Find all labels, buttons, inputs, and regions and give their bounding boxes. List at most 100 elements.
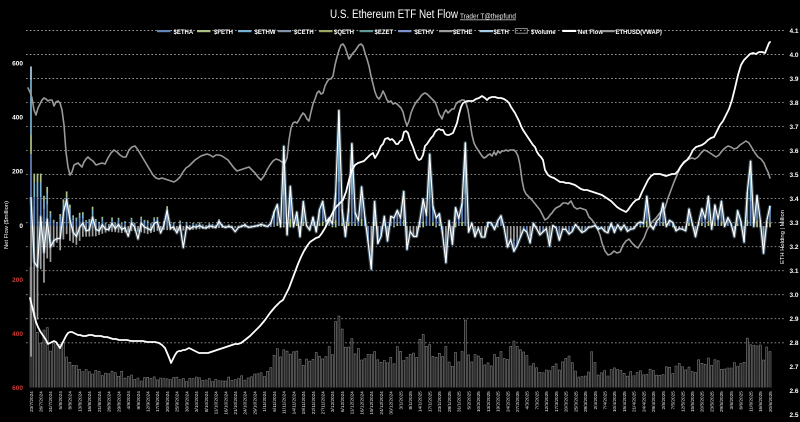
svg-text:600: 600: [12, 385, 23, 392]
svg-text:29/10/2024: 29/10/2024: [252, 391, 257, 415]
svg-text:7/5/2025: 7/5/2025: [671, 391, 676, 410]
svg-text:3/10/2024: 3/10/2024: [194, 391, 199, 412]
svg-text:19/11/2024: 19/11/2024: [301, 391, 306, 415]
svg-text:3.7: 3.7: [790, 124, 799, 131]
svg-text:23/1/2025: 23/1/2025: [437, 391, 442, 412]
svg-text:30/12/2024: 30/12/2024: [389, 391, 394, 415]
svg-text:13/2/2025: 13/2/2025: [486, 391, 491, 412]
svg-text:24/10/2024: 24/10/2024: [243, 391, 248, 415]
svg-text:9/9/2024: 9/9/2024: [136, 391, 141, 410]
svg-text:$ETHW: $ETHW: [255, 30, 276, 36]
svg-text:2.9: 2.9: [790, 316, 799, 323]
svg-text:16/8/2024: 16/8/2024: [87, 391, 92, 412]
svg-text:$ETHA: $ETHA: [174, 30, 194, 36]
svg-text:Net Flow ($million): Net Flow ($million): [4, 201, 10, 249]
svg-text:12/5/2025: 12/5/2025: [680, 391, 685, 412]
svg-text:3.5: 3.5: [790, 172, 799, 179]
svg-text:3.8: 3.8: [790, 100, 799, 107]
svg-text:11/11/2024: 11/11/2024: [282, 391, 287, 414]
svg-text:2.8: 2.8: [790, 340, 799, 347]
svg-text:4/3/2025: 4/3/2025: [525, 391, 530, 410]
svg-text:2.5: 2.5: [790, 412, 799, 419]
svg-text:3.1: 3.1: [790, 268, 799, 275]
svg-text:2/5/2025: 2/5/2025: [661, 391, 666, 410]
svg-text:21/8/2024: 21/8/2024: [97, 391, 102, 412]
svg-text:6/11/2024: 6/11/2024: [272, 391, 277, 412]
svg-text:26/7/2024: 26/7/2024: [39, 391, 44, 412]
svg-text:2.7: 2.7: [790, 364, 799, 371]
svg-text:15/4/2025: 15/4/2025: [622, 391, 627, 412]
svg-text:2.6: 2.6: [790, 388, 799, 395]
svg-text:20/3/2025: 20/3/2025: [564, 391, 569, 412]
svg-text:27/11/2024: 27/11/2024: [321, 391, 326, 415]
svg-text:200: 200: [12, 168, 23, 175]
svg-text:600: 600: [12, 60, 23, 67]
svg-text:$ETHE: $ETHE: [453, 30, 472, 36]
svg-text:23/7/2024: 23/7/2024: [29, 391, 34, 412]
svg-text:21/4/2025: 21/4/2025: [632, 391, 637, 412]
svg-text:17/9/2024: 17/9/2024: [155, 391, 160, 412]
svg-text:ETHUSD(VWAP): ETHUSD(VWAP): [616, 30, 662, 36]
svg-text:200: 200: [12, 277, 23, 284]
svg-text:3.4: 3.4: [790, 196, 799, 203]
svg-text:14/1/2025: 14/1/2025: [418, 391, 423, 412]
svg-text:ETH Holding | Million: ETH Holding | Million: [780, 210, 786, 264]
svg-text:4/9/2024: 4/9/2024: [126, 391, 131, 410]
svg-text:7/3/2025: 7/3/2025: [534, 391, 539, 410]
svg-text:$FETH: $FETH: [214, 30, 233, 36]
svg-text:400: 400: [12, 331, 23, 338]
svg-text:U.S. Ethereum ETF Net Flow: U.S. Ethereum ETF Net Flow: [330, 7, 458, 21]
svg-text:27/2/2025: 27/2/2025: [515, 391, 520, 412]
svg-text:$CETH: $CETH: [294, 30, 314, 36]
svg-text:3.2: 3.2: [790, 244, 799, 251]
svg-text:28/1/2025: 28/1/2025: [447, 391, 452, 412]
svg-text:14/11/2024: 14/11/2024: [291, 391, 296, 415]
svg-text:31/7/2024: 31/7/2024: [48, 391, 53, 412]
svg-text:8/1/2025: 8/1/2025: [408, 391, 413, 410]
svg-text:3/12/2024: 3/12/2024: [330, 391, 335, 412]
svg-text:10/4/2025: 10/4/2025: [612, 391, 617, 412]
svg-text:21/10/2024: 21/10/2024: [233, 391, 238, 415]
svg-text:8/8/2024: 8/8/2024: [68, 391, 73, 410]
svg-text:6/12/2024: 6/12/2024: [340, 391, 345, 412]
svg-text:12/3/2025: 12/3/2025: [544, 391, 549, 412]
svg-text:31/1/2025: 31/1/2025: [457, 391, 462, 412]
svg-text:3/1/2025: 3/1/2025: [398, 391, 403, 410]
svg-text:16/12/2024: 16/12/2024: [359, 391, 364, 415]
svg-text:3/6/2025: 3/6/2025: [729, 391, 734, 410]
svg-text:5/2/2025: 5/2/2025: [466, 391, 471, 410]
svg-text:16/6/2025: 16/6/2025: [758, 391, 763, 412]
svg-text:16/10/2024: 16/10/2024: [223, 391, 228, 415]
svg-text:22/11/2024: 22/11/2024: [311, 391, 316, 415]
svg-text:0: 0: [19, 223, 23, 230]
svg-text:17/1/2025: 17/1/2025: [428, 391, 433, 412]
svg-text:3.6: 3.6: [790, 148, 799, 155]
svg-text:26/8/2024: 26/8/2024: [107, 391, 112, 412]
svg-text:11/10/2024: 11/10/2024: [214, 391, 219, 415]
svg-text:15/5/2025: 15/5/2025: [690, 391, 695, 412]
svg-text:13/8/2024: 13/8/2024: [77, 391, 82, 412]
svg-text:30/9/2024: 30/9/2024: [184, 391, 189, 412]
svg-text:$ETHV: $ETHV: [415, 30, 434, 36]
svg-text:8/10/2024: 8/10/2024: [204, 391, 209, 412]
svg-text:6/6/2025: 6/6/2025: [739, 391, 744, 410]
svg-text:24/2/2025: 24/2/2025: [505, 391, 510, 412]
svg-text:400: 400: [12, 114, 23, 121]
svg-text:1/11/2024: 1/11/2024: [262, 391, 267, 412]
svg-text:29/4/2025: 29/4/2025: [651, 391, 656, 412]
svg-text:19/2/2025: 19/2/2025: [496, 391, 501, 412]
svg-text:Net Flow: Net Flow: [578, 30, 603, 36]
svg-text:12/9/2024: 12/9/2024: [146, 391, 151, 412]
svg-text:24/4/2025: 24/4/2025: [641, 391, 646, 412]
svg-text:3.3: 3.3: [790, 220, 799, 227]
svg-text:25/3/2025: 25/3/2025: [573, 391, 578, 412]
svg-text:28/3/2025: 28/3/2025: [583, 391, 588, 412]
svg-text:$ETH: $ETH: [494, 30, 509, 36]
svg-text:Trader T@thepfund: Trader T@thepfund: [460, 14, 516, 21]
svg-text:3.0: 3.0: [790, 292, 799, 299]
svg-text:$QETH: $QETH: [334, 30, 354, 36]
svg-text:$Volume: $Volume: [531, 30, 556, 36]
svg-text:7/4/2025: 7/4/2025: [603, 391, 608, 410]
svg-text:$EZET: $EZET: [375, 30, 394, 36]
svg-text:2/4/2025: 2/4/2025: [593, 391, 598, 410]
